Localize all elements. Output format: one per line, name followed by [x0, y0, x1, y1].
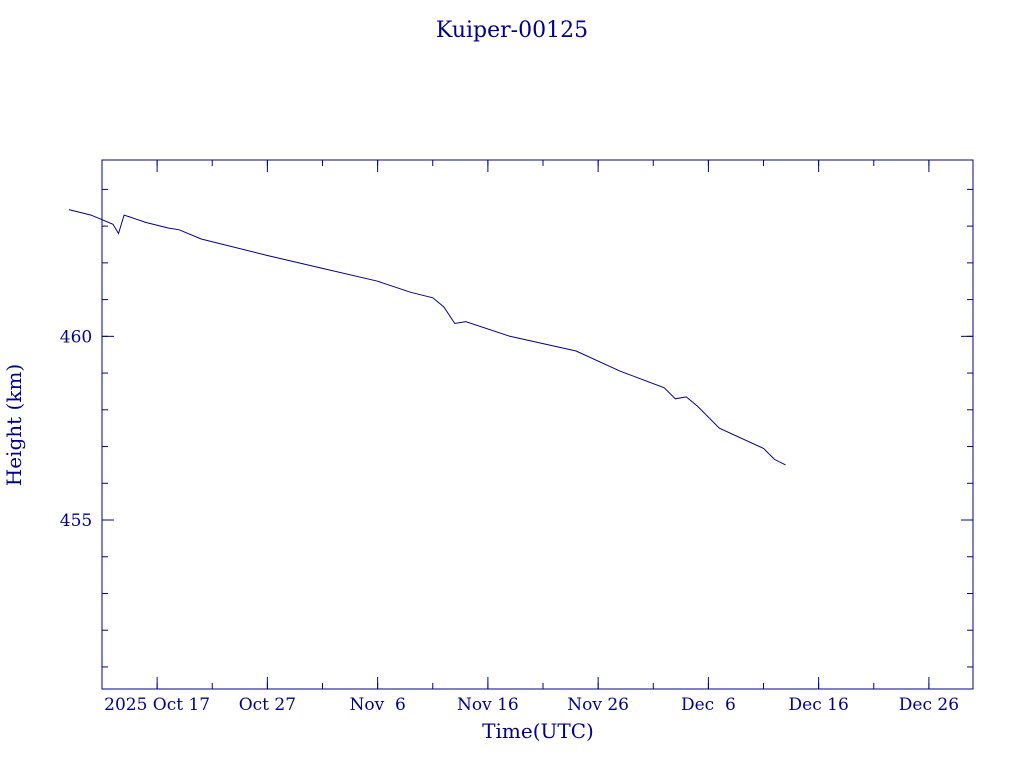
tick-marks: [101, 160, 973, 689]
x-tick-label: Nov 16: [457, 695, 519, 715]
plot-frame: [101, 159, 974, 690]
x-tick-label: Nov 26: [567, 695, 629, 715]
y-axis-label: Height (km): [2, 364, 26, 486]
x-tick-label: Nov 6: [349, 695, 405, 715]
x-axis-label: Time(UTC): [482, 719, 594, 743]
x-tick-label: Dec 6: [681, 695, 736, 715]
y-tick-label: 455: [60, 511, 92, 531]
x-tick-label: Dec 16: [789, 695, 849, 715]
tick-labels: 2025 Oct 17 Oct 27 Nov 6 Nov 16 Nov 26 Dec 6 D…: [60, 327, 959, 715]
x-tick-label: Oct 27: [239, 695, 296, 715]
y-tick-label: 460: [60, 327, 92, 347]
x-tick-label: Dec 26: [899, 695, 959, 715]
height-series-line: [68, 209, 786, 466]
chart-title: Kuiper-00125: [436, 18, 588, 43]
x-tick-label: 2025 Oct 17: [104, 695, 210, 715]
